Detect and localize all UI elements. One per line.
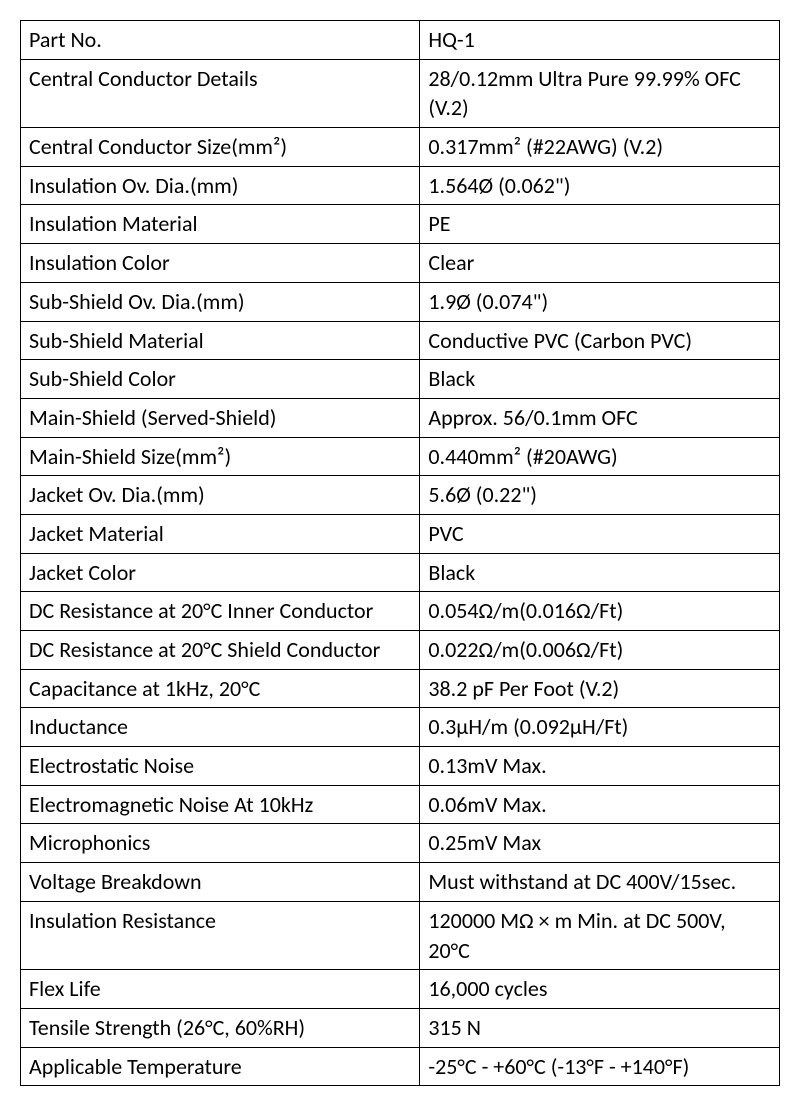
spec-label: Flex Life [21, 970, 420, 1009]
table-row: Sub-Shield Ov. Dia.(mm)1.9Ø (0.074") [21, 282, 780, 321]
spec-value: PE [420, 205, 780, 244]
table-row: Applicable Temperature-25°C - +60°C (-13… [21, 1047, 780, 1086]
spec-value: 1.9Ø (0.074") [420, 282, 780, 321]
spec-value: 1.564Ø (0.062") [420, 166, 780, 205]
table-row: Insulation Ov. Dia.(mm)1.564Ø (0.062") [21, 166, 780, 205]
table-row: Microphonics0.25mV Max [21, 824, 780, 863]
spec-label: Insulation Material [21, 205, 420, 244]
spec-label: Jacket Color [21, 553, 420, 592]
spec-value: 315 N [420, 1008, 780, 1047]
table-row: Central Conductor Size(mm²)0.317mm² (#22… [21, 128, 780, 167]
spec-value: 0.25mV Max [420, 824, 780, 863]
spec-value: 0.06mV Max. [420, 785, 780, 824]
spec-label: Part No. [21, 21, 420, 60]
spec-value: 0.13mV Max. [420, 747, 780, 786]
spec-value: 0.317mm² (#22AWG) (V.2) [420, 128, 780, 167]
spec-label: Microphonics [21, 824, 420, 863]
table-row: Flex Life16,000 cycles [21, 970, 780, 1009]
spec-label: Insulation Ov. Dia.(mm) [21, 166, 420, 205]
spec-value: 0.440mm² (#20AWG) [420, 437, 780, 476]
table-row: Sub-Shield ColorBlack [21, 360, 780, 399]
spec-label: Central Conductor Details [21, 59, 420, 127]
spec-label: Electromagnetic Noise At 10kHz [21, 785, 420, 824]
spec-value: HQ-1 [420, 21, 780, 60]
spec-table-body: Part No.HQ-1Central Conductor Details28/… [21, 21, 780, 1086]
spec-value: Clear [420, 244, 780, 283]
spec-value: PVC [420, 514, 780, 553]
spec-value: Black [420, 553, 780, 592]
spec-label: Voltage Breakdown [21, 863, 420, 902]
spec-label: DC Resistance at 20°C Inner Conductor [21, 592, 420, 631]
spec-label: Sub-Shield Color [21, 360, 420, 399]
table-row: DC Resistance at 20°C Inner Conductor0.0… [21, 592, 780, 631]
spec-label: Central Conductor Size(mm²) [21, 128, 420, 167]
spec-value: Must withstand at DC 400V/15sec. [420, 863, 780, 902]
spec-label: DC Resistance at 20°C Shield Conductor [21, 631, 420, 670]
table-row: Main-Shield Size(mm²)0.440mm² (#20AWG) [21, 437, 780, 476]
table-row: Capacitance at 1kHz, 20°C38.2 pF Per Foo… [21, 669, 780, 708]
spec-value: Conductive PVC (Carbon PVC) [420, 321, 780, 360]
spec-value: Black [420, 360, 780, 399]
spec-label: Inductance [21, 708, 420, 747]
table-row: Jacket Ov. Dia.(mm)5.6Ø (0.22") [21, 476, 780, 515]
spec-label: Electrostatic Noise [21, 747, 420, 786]
spec-label: Tensile Strength (26°C, 60%RH) [21, 1008, 420, 1047]
spec-value: 120000 MΩ × m Min. at DC 500V, 20°C [420, 901, 780, 969]
table-row: Electrostatic Noise0.13mV Max. [21, 747, 780, 786]
table-row: Insulation MaterialPE [21, 205, 780, 244]
spec-label: Main-Shield (Served-Shield) [21, 398, 420, 437]
table-row: Main-Shield (Served-Shield)Approx. 56/0.… [21, 398, 780, 437]
spec-label: Jacket Ov. Dia.(mm) [21, 476, 420, 515]
spec-label: Sub-Shield Material [21, 321, 420, 360]
table-row: Inductance0.3µH/m (0.092µH/Ft) [21, 708, 780, 747]
table-row: Part No.HQ-1 [21, 21, 780, 60]
table-row: Insulation ColorClear [21, 244, 780, 283]
spec-value: 0.3µH/m (0.092µH/Ft) [420, 708, 780, 747]
spec-value: 0.022Ω/m(0.006Ω/Ft) [420, 631, 780, 670]
table-row: Electromagnetic Noise At 10kHz0.06mV Max… [21, 785, 780, 824]
spec-label: Capacitance at 1kHz, 20°C [21, 669, 420, 708]
spec-table: Part No.HQ-1Central Conductor Details28/… [20, 20, 780, 1086]
spec-value: -25°C - +60°C (-13°F - +140°F) [420, 1047, 780, 1086]
table-row: Jacket MaterialPVC [21, 514, 780, 553]
spec-label: Applicable Temperature [21, 1047, 420, 1086]
spec-label: Jacket Material [21, 514, 420, 553]
spec-label: Sub-Shield Ov. Dia.(mm) [21, 282, 420, 321]
spec-value: 0.054Ω/m(0.016Ω/Ft) [420, 592, 780, 631]
spec-value: Approx. 56/0.1mm OFC [420, 398, 780, 437]
spec-label: Insulation Color [21, 244, 420, 283]
table-row: DC Resistance at 20°C Shield Conductor0.… [21, 631, 780, 670]
spec-value: 5.6Ø (0.22") [420, 476, 780, 515]
spec-value: 28/0.12mm Ultra Pure 99.99% OFC (V.2) [420, 59, 780, 127]
spec-label: Insulation Resistance [21, 901, 420, 969]
spec-value: 38.2 pF Per Foot (V.2) [420, 669, 780, 708]
spec-value: 16,000 cycles [420, 970, 780, 1009]
table-row: Insulation Resistance120000 MΩ × m Min. … [21, 901, 780, 969]
table-row: Tensile Strength (26°C, 60%RH)315 N [21, 1008, 780, 1047]
spec-label: Main-Shield Size(mm²) [21, 437, 420, 476]
table-row: Sub-Shield MaterialConductive PVC (Carbo… [21, 321, 780, 360]
table-row: Voltage BreakdownMust withstand at DC 40… [21, 863, 780, 902]
table-row: Central Conductor Details28/0.12mm Ultra… [21, 59, 780, 127]
table-row: Jacket ColorBlack [21, 553, 780, 592]
